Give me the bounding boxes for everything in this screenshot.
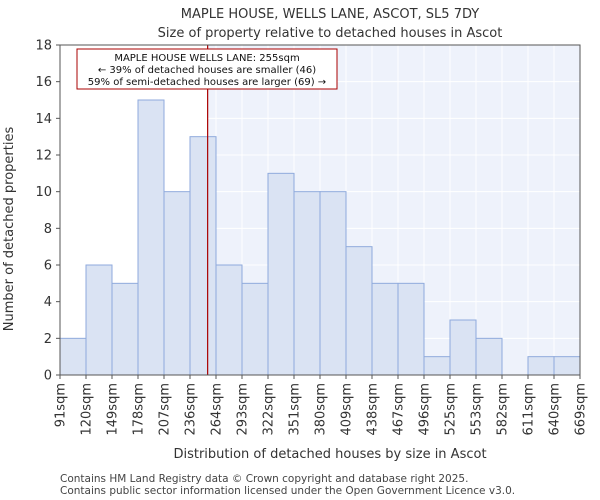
y-tick-label: 12 <box>35 149 52 164</box>
x-tick-label: 236sqm <box>184 383 199 436</box>
histogram-bar <box>527 356 555 376</box>
x-tick-label: 178sqm <box>132 383 147 436</box>
x-tick-label: 351sqm <box>288 383 303 436</box>
chart-title: MAPLE HOUSE, WELLS LANE, ASCOT, SL5 7DY <box>181 7 479 22</box>
x-axis-label: Distribution of detached houses by size … <box>173 447 486 462</box>
x-tick-label: 467sqm <box>392 383 407 436</box>
x-tick-label: 582sqm <box>496 383 511 436</box>
annotation-box <box>76 48 338 90</box>
x-tick-label: 669sqm <box>574 383 589 436</box>
histogram-bar <box>293 191 321 376</box>
histogram-bar <box>449 319 477 376</box>
annotation-line-2: ← 39% of detached houses are smaller (46… <box>98 65 316 76</box>
x-tick-label: 120sqm <box>80 383 95 436</box>
histogram-bar <box>345 246 373 376</box>
x-tick-label: 409sqm <box>340 383 355 436</box>
histogram-bar <box>319 191 347 376</box>
y-tick-label: 0 <box>44 369 52 384</box>
histogram-bar <box>267 172 295 376</box>
x-tick-label: 525sqm <box>444 383 459 436</box>
marker-annotation: MAPLE HOUSE WELLS LANE: 255sqm ← 39% of … <box>76 48 338 90</box>
histogram-bar <box>163 191 191 376</box>
footer-line-1: Contains HM Land Registry data © Crown c… <box>60 473 468 485</box>
x-tick-label: 553sqm <box>470 383 485 436</box>
y-tick-label: 10 <box>35 185 52 200</box>
chart-subtitle: Size of property relative to detached ho… <box>158 26 503 41</box>
y-tick-label: 18 <box>35 39 52 54</box>
x-tick-label: 496sqm <box>418 383 433 436</box>
histogram-bar <box>553 356 581 376</box>
y-tick-label: 8 <box>44 222 52 237</box>
x-tick-label: 91sqm <box>54 383 69 427</box>
y-tick-label: 6 <box>44 259 52 274</box>
histogram-bar <box>215 264 243 376</box>
histogram-bar <box>137 99 165 376</box>
y-tick-label: 14 <box>35 112 52 127</box>
x-tick-label: 611sqm <box>522 383 537 436</box>
x-tick-label: 264sqm <box>210 383 225 436</box>
y-tick-label: 4 <box>44 295 52 310</box>
histogram-bar <box>423 356 451 376</box>
x-tick-label: 640sqm <box>548 383 563 436</box>
histogram-bar <box>111 282 139 376</box>
histogram-bar <box>475 337 503 376</box>
histogram-bar <box>241 282 269 376</box>
histogram-bar <box>397 282 425 376</box>
x-tick-label: 207sqm <box>158 383 173 436</box>
histogram-bar <box>189 136 217 376</box>
y-tick-label: 2 <box>44 332 52 347</box>
x-tick-label: 149sqm <box>106 383 121 436</box>
x-tick-label: 293sqm <box>236 383 251 436</box>
annotation-line-1: MAPLE HOUSE WELLS LANE: 255sqm <box>114 53 299 64</box>
histogram-bar <box>85 264 113 376</box>
histogram-bar <box>59 337 87 376</box>
histogram-bar <box>371 282 399 376</box>
x-tick-label: 438sqm <box>366 383 381 436</box>
x-tick-label: 380sqm <box>314 383 329 436</box>
annotation-line-3: 59% of semi-detached houses are larger (… <box>88 77 326 88</box>
x-tick-label: 322sqm <box>262 383 277 436</box>
y-axis-label: Number of detached properties <box>2 127 17 332</box>
y-tick-label: 16 <box>35 75 52 90</box>
footer-line-2: Contains public sector information licen… <box>60 485 515 497</box>
